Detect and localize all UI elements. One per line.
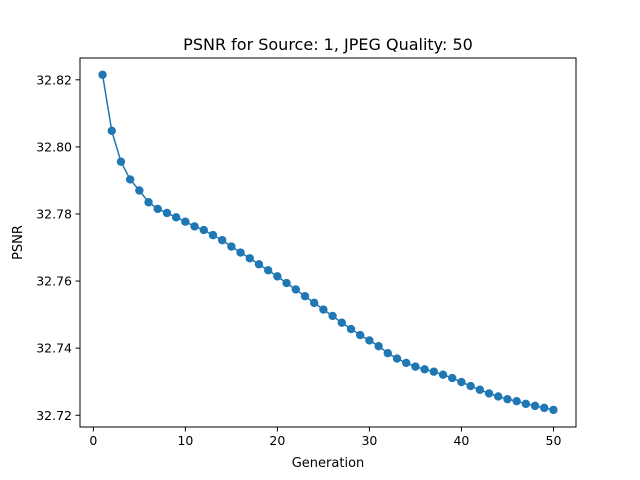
data-point <box>512 396 521 406</box>
data-point <box>310 298 319 308</box>
data-point <box>135 186 144 195</box>
data-point <box>319 305 328 314</box>
data-point <box>438 370 448 379</box>
data-point <box>171 213 181 222</box>
x-tick-label: 0 <box>89 433 97 448</box>
y-tick-label: 32.78 <box>36 206 72 221</box>
plot-area <box>98 70 558 415</box>
y-axis-label: PSNR <box>11 225 26 260</box>
data-point <box>411 362 420 371</box>
data-point <box>402 358 411 368</box>
data-point <box>337 318 346 327</box>
data-point <box>162 208 172 218</box>
data-point <box>484 389 494 398</box>
chart-title: PSNR for Source: 1, JPEG Quality: 50 <box>183 35 473 54</box>
data-point <box>245 254 254 263</box>
data-point <box>254 260 264 269</box>
data-point <box>503 394 512 404</box>
data-point <box>217 235 227 245</box>
data-point <box>181 217 190 226</box>
data-point <box>153 204 162 214</box>
data-point <box>282 278 291 288</box>
data-point <box>466 381 475 391</box>
plot-frame <box>79 57 577 428</box>
x-tick-label: 40 <box>453 433 469 448</box>
y-tick-label: 32.74 <box>36 341 72 356</box>
data-point <box>346 324 356 334</box>
data-point <box>448 373 457 383</box>
data-point <box>116 157 126 166</box>
data-point <box>383 349 393 358</box>
data-point <box>365 336 374 345</box>
data-point <box>227 242 236 251</box>
data-point <box>199 225 208 235</box>
data-point <box>263 266 273 275</box>
data-point <box>494 392 503 401</box>
y-tick-label: 32.76 <box>36 274 72 289</box>
x-tick-label: 50 <box>546 433 562 448</box>
data-point <box>521 399 531 409</box>
data-point <box>392 354 402 363</box>
data-point <box>208 230 218 240</box>
y-tick-label: 32.82 <box>36 72 72 87</box>
x-tick-label: 30 <box>361 433 377 448</box>
data-point <box>236 248 245 257</box>
data-point <box>291 285 300 294</box>
data-point <box>300 291 310 301</box>
data-point <box>475 385 485 394</box>
data-point <box>530 401 540 411</box>
data-point <box>273 272 282 281</box>
data-point <box>457 377 466 387</box>
data-point <box>429 367 439 376</box>
data-point <box>420 365 429 374</box>
data-point <box>144 198 153 207</box>
x-tick-label: 10 <box>177 433 193 448</box>
data-point <box>107 126 116 135</box>
data-point <box>328 311 337 321</box>
data-point <box>356 330 365 340</box>
x-axis: 0 10 20 30 40 50 <box>89 427 561 448</box>
data-point <box>549 405 558 415</box>
y-tick-label: 32.80 <box>36 139 72 154</box>
x-tick-label: 20 <box>269 433 285 448</box>
data-point <box>125 175 135 184</box>
data-point <box>540 403 549 413</box>
x-axis-label: Generation <box>292 456 365 471</box>
data-point <box>98 70 107 79</box>
series-line <box>101 74 554 411</box>
data-point <box>190 222 199 231</box>
y-axis: 32.72 32.74 32.76 32.78 32.80 32.82 <box>36 72 80 423</box>
y-tick-label: 32.72 <box>36 408 72 423</box>
data-point <box>374 341 383 351</box>
